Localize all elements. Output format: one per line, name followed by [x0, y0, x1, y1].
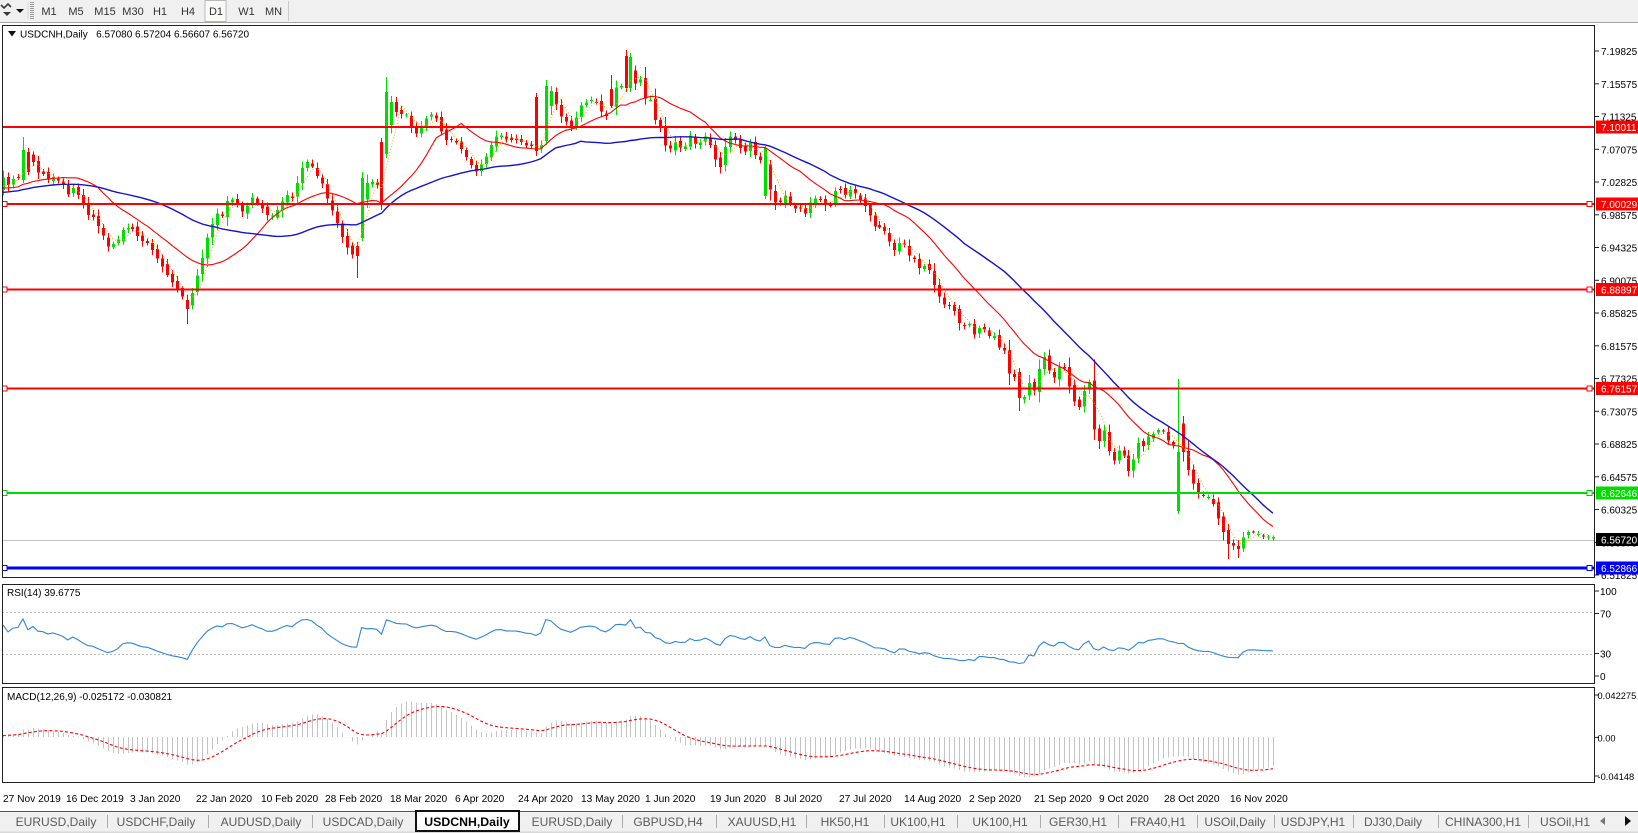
svg-text:UK100,H1: UK100,H1 — [890, 815, 946, 829]
svg-text:22 Jan 2020: 22 Jan 2020 — [196, 794, 252, 805]
svg-text:USOil,Daily: USOil,Daily — [1204, 815, 1265, 829]
svg-text:6.77325: 6.77325 — [1601, 375, 1638, 386]
svg-text:USDCHF,Daily: USDCHF,Daily — [117, 815, 196, 829]
svg-text:6.60325: 6.60325 — [1601, 506, 1638, 517]
svg-text:6.62646: 6.62646 — [1601, 489, 1638, 500]
svg-text:MN: MN — [265, 6, 282, 18]
svg-text:6 Apr 2020: 6 Apr 2020 — [455, 794, 505, 805]
svg-text:MACD(12,26,9) -0.025172 -0.030: MACD(12,26,9) -0.025172 -0.030821 — [7, 692, 173, 703]
svg-text:EURUSD,Daily: EURUSD,Daily — [16, 815, 97, 829]
svg-text:EURUSD,Daily: EURUSD,Daily — [532, 815, 613, 829]
svg-text:CHINA300,H1: CHINA300,H1 — [1445, 815, 1521, 829]
svg-text:30: 30 — [1600, 650, 1612, 661]
svg-text:16 Nov 2020: 16 Nov 2020 — [1230, 794, 1288, 805]
svg-text:8 Jul 2020: 8 Jul 2020 — [775, 794, 822, 805]
svg-text:6.73075: 6.73075 — [1601, 407, 1638, 418]
svg-text:27 Nov 2019: 27 Nov 2019 — [3, 794, 61, 805]
svg-text:GBPUSD,H4: GBPUSD,H4 — [633, 815, 703, 829]
svg-text:27 Jul 2020: 27 Jul 2020 — [839, 794, 892, 805]
svg-text:7.07075: 7.07075 — [1601, 145, 1638, 156]
svg-text:XAUUSD,H1: XAUUSD,H1 — [728, 815, 797, 829]
svg-text:W1: W1 — [238, 6, 255, 18]
svg-text:D1: D1 — [209, 6, 223, 18]
svg-text:HK50,H1: HK50,H1 — [821, 815, 870, 829]
svg-text:M5: M5 — [68, 6, 83, 18]
svg-text:M15: M15 — [94, 6, 115, 18]
svg-text:6.85825: 6.85825 — [1601, 309, 1638, 320]
svg-text:14 Aug 2020: 14 Aug 2020 — [904, 794, 962, 805]
svg-text:1 Jun 2020: 1 Jun 2020 — [645, 794, 696, 805]
svg-text:6.90075: 6.90075 — [1601, 276, 1638, 287]
svg-text:28 Oct 2020: 28 Oct 2020 — [1164, 794, 1220, 805]
svg-text:USDCAD,Daily: USDCAD,Daily — [323, 815, 404, 829]
svg-text:100: 100 — [1600, 587, 1617, 598]
svg-text:GER30,H1: GER30,H1 — [1049, 815, 1107, 829]
svg-text:6.68825: 6.68825 — [1601, 440, 1638, 451]
svg-text:9 Oct 2020: 9 Oct 2020 — [1099, 794, 1149, 805]
svg-text:7.11325: 7.11325 — [1601, 113, 1637, 124]
svg-text:13 May 2020: 13 May 2020 — [581, 794, 640, 805]
svg-text:18 Mar 2020: 18 Mar 2020 — [390, 794, 448, 805]
svg-text:21 Sep 2020: 21 Sep 2020 — [1034, 794, 1092, 805]
svg-text:6.98575: 6.98575 — [1601, 211, 1638, 222]
svg-text:70: 70 — [1600, 610, 1612, 621]
svg-text:6.51825: 6.51825 — [1601, 571, 1638, 582]
svg-text:0: 0 — [1600, 672, 1606, 683]
svg-text:H1: H1 — [153, 6, 167, 18]
svg-text:7.00029: 7.00029 — [1601, 200, 1638, 211]
svg-text:19 Jun 2020: 19 Jun 2020 — [710, 794, 766, 805]
svg-text:0.00: 0.00 — [1598, 733, 1616, 743]
svg-text:0.042275: 0.042275 — [1598, 691, 1637, 701]
svg-text:UK100,H1: UK100,H1 — [972, 815, 1028, 829]
svg-text:6.81575: 6.81575 — [1601, 342, 1638, 353]
svg-text:10 Feb 2020: 10 Feb 2020 — [261, 794, 319, 805]
svg-text:3 Jan 2020: 3 Jan 2020 — [130, 794, 181, 805]
svg-text:16 Dec 2019: 16 Dec 2019 — [66, 794, 124, 805]
svg-text:2 Sep 2020: 2 Sep 2020 — [969, 794, 1021, 805]
svg-text:7.19825: 7.19825 — [1601, 47, 1638, 58]
svg-text:7.02825: 7.02825 — [1601, 178, 1638, 189]
svg-text:USDCNH,Daily: USDCNH,Daily — [424, 815, 510, 829]
svg-text:USDJPY,H1: USDJPY,H1 — [1281, 815, 1346, 829]
svg-text:FRA40,H1: FRA40,H1 — [1130, 815, 1186, 829]
svg-text:AUDUSD,Daily: AUDUSD,Daily — [221, 815, 302, 829]
svg-text:M1: M1 — [41, 6, 56, 18]
svg-text:USDCNH,Daily 6.57080 6.57204: USDCNH,Daily 6.57080 6.57204 6.56607 6.5… — [20, 30, 249, 41]
svg-text:6.88897: 6.88897 — [1601, 286, 1638, 297]
svg-text:24 Apr 2020: 24 Apr 2020 — [518, 794, 573, 805]
svg-text:6.64575: 6.64575 — [1601, 473, 1638, 484]
svg-text:28 Feb 2020: 28 Feb 2020 — [325, 794, 383, 805]
svg-text:H4: H4 — [181, 6, 195, 18]
svg-text:6.94325: 6.94325 — [1601, 244, 1638, 255]
svg-text:6.52866: 6.52866 — [1601, 564, 1638, 575]
svg-text:USOil,H1: USOil,H1 — [1540, 815, 1590, 829]
svg-text:6.56720: 6.56720 — [1601, 536, 1638, 547]
svg-text:7.15575: 7.15575 — [1601, 80, 1638, 91]
svg-text:M30: M30 — [122, 6, 143, 18]
svg-text:-0.04148: -0.04148 — [1598, 772, 1635, 782]
svg-text:DJ30,Daily: DJ30,Daily — [1364, 815, 1422, 829]
svg-text:RSI(14) 39.6775: RSI(14) 39.6775 — [7, 588, 81, 599]
svg-text:6.76157: 6.76157 — [1601, 385, 1638, 396]
svg-text:7.10011: 7.10011 — [1601, 123, 1637, 134]
